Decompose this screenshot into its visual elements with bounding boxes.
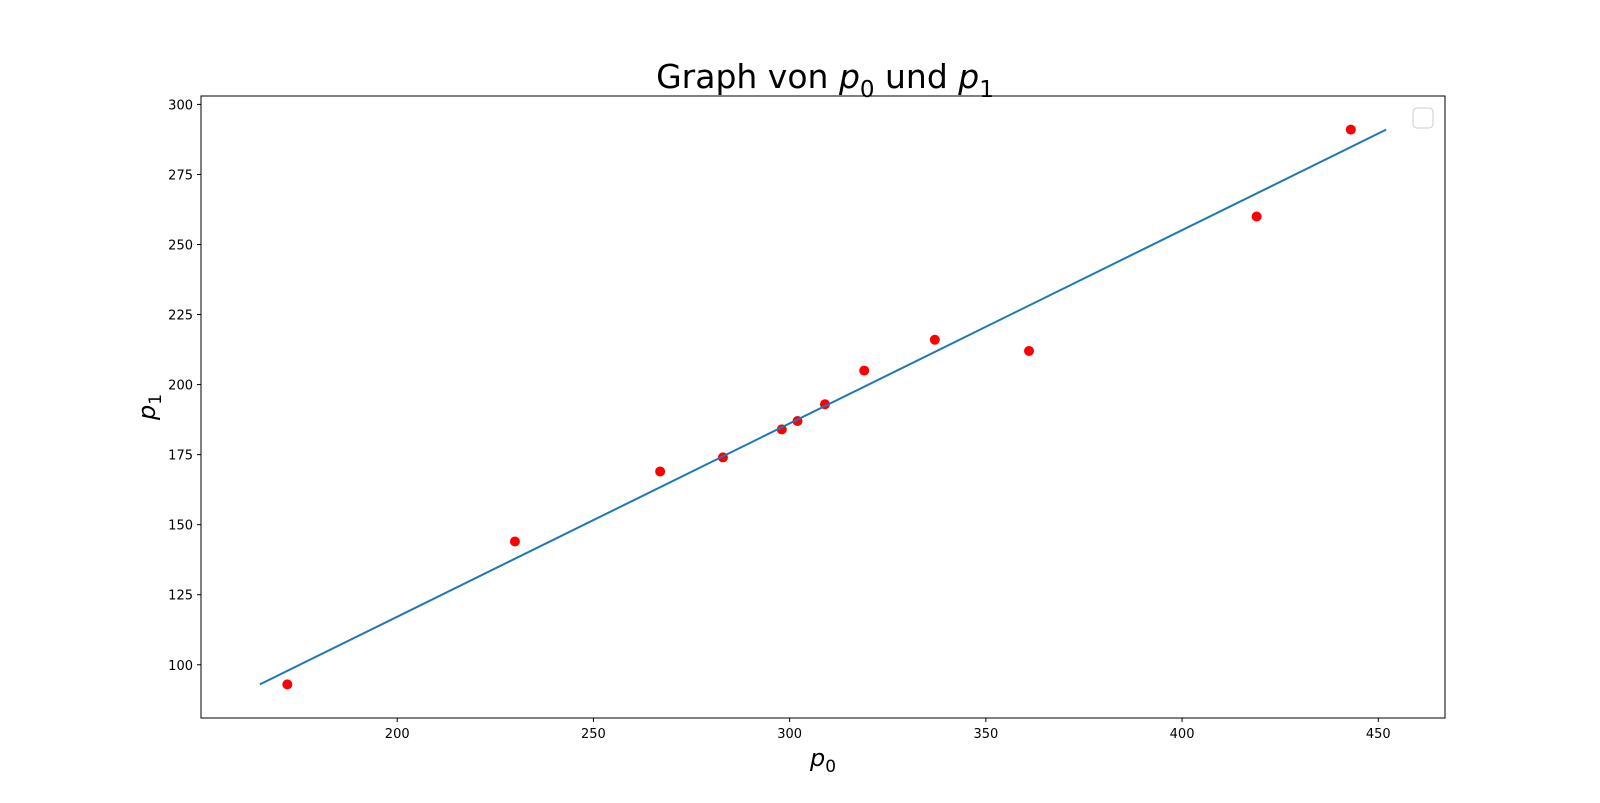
y-tick-label: 150 — [168, 519, 193, 534]
data-point — [509, 536, 520, 547]
y-tick-label: 200 — [168, 379, 193, 394]
plot-frame — [200, 95, 1446, 719]
y-tick-label: 100 — [168, 659, 193, 674]
y-tick-label: 225 — [168, 309, 193, 324]
y-tick-label: 300 — [168, 98, 193, 113]
x-tick-label: 400 — [1170, 727, 1195, 742]
data-point — [859, 365, 870, 376]
y-tick-label: 275 — [168, 168, 193, 183]
plot-area — [259, 124, 1387, 690]
x-tick-label: 200 — [385, 727, 410, 742]
y-axis-label: p1 — [133, 394, 166, 421]
data-point — [1251, 211, 1262, 222]
data-point — [1345, 124, 1356, 135]
x-tick-label: 300 — [777, 727, 802, 742]
data-point — [282, 679, 293, 690]
x-tick-label: 450 — [1366, 727, 1391, 742]
legend-box — [1412, 107, 1434, 129]
y-tick-label: 250 — [168, 238, 193, 253]
y-tick-label: 125 — [168, 589, 193, 604]
x-axis-label: p0 — [809, 744, 836, 777]
y-tick-label: 175 — [168, 449, 193, 464]
y-axis: 100 125 150 175 200 225 250 275 300 — [168, 98, 201, 674]
data-point — [1024, 345, 1035, 356]
fit-line — [259, 128, 1387, 686]
data-point — [655, 466, 666, 477]
x-tick-label: 350 — [973, 727, 998, 742]
x-tick-label: 250 — [581, 727, 606, 742]
x-axis: 200 250 300 350 400 450 — [385, 718, 1391, 742]
data-point — [929, 334, 940, 345]
